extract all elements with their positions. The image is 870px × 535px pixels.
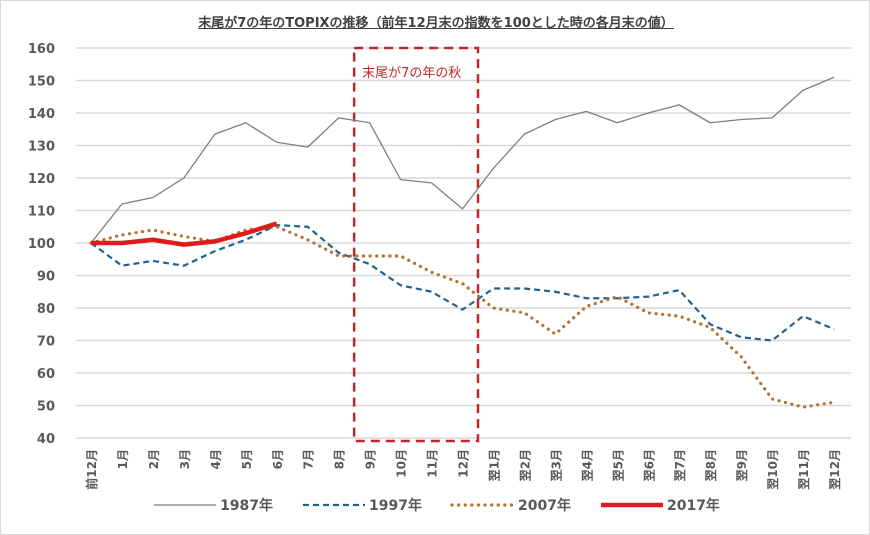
autumn-annotation-label: 末尾が7の年の秋: [362, 66, 461, 81]
legend-item: 2007年: [450, 495, 571, 515]
x-tick-label: 9月: [364, 449, 378, 469]
series-line-2017年: [91, 221, 278, 247]
x-tick-label: 12月: [457, 449, 471, 478]
x-tick-label: 10月: [395, 449, 409, 478]
y-tick-label: 40: [37, 432, 55, 447]
y-tick-label: 120: [28, 172, 55, 187]
autumn-highlight-box: [352, 46, 480, 443]
legend-label: 1997年: [369, 498, 422, 514]
x-tick-label: 翌5月: [611, 449, 625, 481]
x-tick-label: 前12月: [84, 449, 99, 490]
chart-title: 末尾が7の年のTOPIXの推移（前年12月末の指数を100とした時の各月末の値）: [1, 12, 869, 31]
x-tick-label: 翌6月: [642, 449, 656, 481]
x-tick-label: 11月: [426, 449, 440, 478]
x-tick-label: 翌12月: [828, 449, 842, 490]
x-tick-label: 翌10月: [766, 449, 780, 490]
x-tick-label: 2月: [147, 449, 161, 469]
x-tick-label: 4月: [209, 449, 223, 469]
y-tick-label: 70: [37, 335, 55, 350]
y-tick-label: 110: [28, 205, 55, 220]
x-tick-label: 翌11月: [797, 449, 811, 490]
legend-item: 2017年: [599, 495, 720, 515]
x-tick-label: 翌7月: [673, 449, 687, 481]
x-tick-label: 翌4月: [580, 449, 594, 481]
legend-label: 1987年: [220, 498, 274, 514]
legend-item: 1987年: [152, 495, 273, 515]
y-tick-label: 140: [28, 107, 55, 122]
x-tick-label: 1月: [116, 449, 130, 469]
y-tick-label: 130: [28, 140, 55, 155]
legend-swatch: [600, 502, 663, 508]
y-tick-label: 100: [28, 237, 55, 252]
y-tick-label: 160: [28, 42, 55, 57]
y-tick-label: 60: [37, 367, 55, 382]
y-tick-label: 50: [37, 400, 55, 415]
legend-label: 2007年: [518, 498, 571, 514]
legend-swatch: [303, 503, 366, 507]
x-tick-label: 3月: [178, 449, 192, 469]
series-line-2007年: [89, 225, 836, 409]
chart-title-text: 末尾が7の年のTOPIXの推移（前年12月末の指数を100とした時の各月末の値）: [198, 16, 674, 31]
y-tick-label: 150: [28, 75, 55, 90]
x-tick-label: 7月: [302, 449, 316, 469]
x-tick-label: 翌1月: [487, 449, 501, 481]
y-tick-label: 90: [37, 270, 55, 285]
legend-item: 1997年: [301, 495, 422, 515]
x-tick-label: 8月: [333, 449, 347, 469]
x-tick-label: 翌3月: [549, 449, 563, 481]
series-line-1987年: [90, 76, 835, 244]
x-tick-label: 翌2月: [518, 449, 532, 481]
x-tick-label: 6月: [271, 449, 285, 469]
legend-swatch: [450, 503, 516, 507]
legend-label: 2017年: [666, 498, 720, 514]
series-line-1997年: [90, 224, 835, 342]
x-tick-label: 翌8月: [704, 449, 718, 481]
y-tick-label: 80: [37, 302, 55, 317]
legend-swatch: [154, 504, 217, 506]
x-tick-label: 5月: [240, 449, 254, 469]
x-tick-label: 翌9月: [735, 449, 749, 481]
legend: 1987年 1997年 2007年 2017年: [1, 495, 869, 515]
